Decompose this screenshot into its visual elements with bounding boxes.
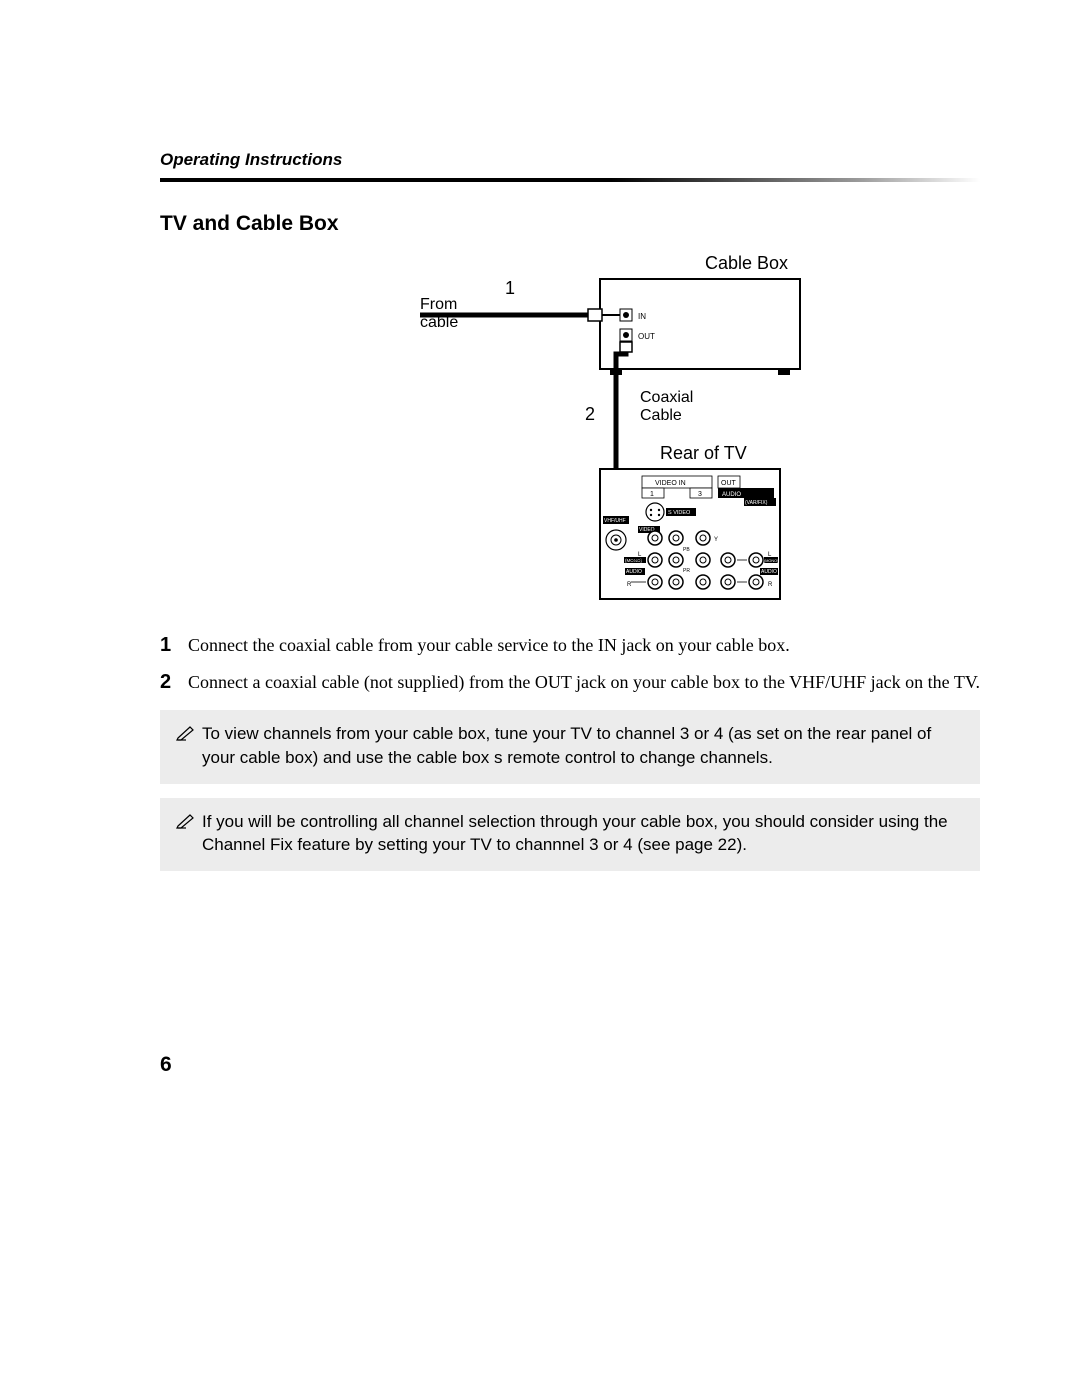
- svg-text:Y: Y: [714, 537, 718, 543]
- step-list: 1 Connect the coaxial cable from your ca…: [160, 632, 980, 696]
- connection-diagram: Cable Box IN OUT From cable 1 Coa: [160, 254, 980, 604]
- svg-text:3: 3: [698, 491, 702, 498]
- svg-text:S VIDEO: S VIDEO: [668, 510, 691, 516]
- svg-text:VHF/UHF: VHF/UHF: [604, 518, 626, 524]
- svg-text:PR: PR: [683, 568, 690, 574]
- header-rule: [160, 178, 980, 182]
- svg-text:Coaxial: Coaxial: [640, 389, 693, 406]
- page-number: 6: [160, 1053, 172, 1077]
- svg-text:(VAR/FIX): (VAR/FIX): [745, 500, 768, 506]
- step-item: 1 Connect the coaxial cable from your ca…: [160, 632, 980, 659]
- svg-text:1: 1: [650, 491, 654, 498]
- diagram-svg: Cable Box IN OUT From cable 1 Coa: [320, 254, 820, 604]
- note-icon: [176, 810, 202, 836]
- svg-text:Cable Box: Cable Box: [705, 254, 788, 273]
- step-text: Connect the coaxial cable from your cabl…: [188, 632, 790, 657]
- svg-text:OUT: OUT: [721, 480, 737, 487]
- svg-text:VIDEO IN: VIDEO IN: [655, 480, 686, 487]
- step-text: Connect a coaxial cable (not supplied) f…: [188, 669, 980, 694]
- running-header: Operating Instructions: [160, 150, 980, 170]
- step-item: 2 Connect a coaxial cable (not supplied)…: [160, 669, 980, 696]
- svg-text:AUDIO: AUDIO: [722, 492, 741, 498]
- note-box: If you will be controlling all channel s…: [160, 798, 980, 872]
- step-number: 2: [160, 669, 188, 696]
- svg-text:R: R: [627, 582, 632, 588]
- note-icon: [176, 722, 202, 748]
- section-title: TV and Cable Box: [160, 212, 980, 236]
- note-box: To view channels from your cable box, tu…: [160, 710, 980, 784]
- svg-text:IN: IN: [638, 312, 646, 321]
- svg-text:R: R: [768, 582, 773, 588]
- svg-text:AUDIO: AUDIO: [761, 569, 777, 575]
- svg-text:AUDIO: AUDIO: [626, 569, 642, 575]
- svg-text:Cable: Cable: [640, 407, 682, 424]
- svg-text:2: 2: [585, 404, 595, 424]
- svg-text:PB: PB: [683, 547, 690, 553]
- step-number: 1: [160, 632, 188, 659]
- svg-text:(MONO): (MONO): [625, 558, 642, 563]
- svg-text:OUT: OUT: [638, 332, 655, 341]
- svg-text:From: From: [420, 296, 457, 313]
- svg-text:Rear of TV: Rear of TV: [660, 443, 747, 463]
- note-text: If you will be controlling all channel s…: [202, 810, 964, 858]
- svg-text:1: 1: [505, 278, 515, 298]
- note-text: To view channels from your cable box, tu…: [202, 722, 964, 770]
- svg-text:(MONO): (MONO): [764, 559, 779, 563]
